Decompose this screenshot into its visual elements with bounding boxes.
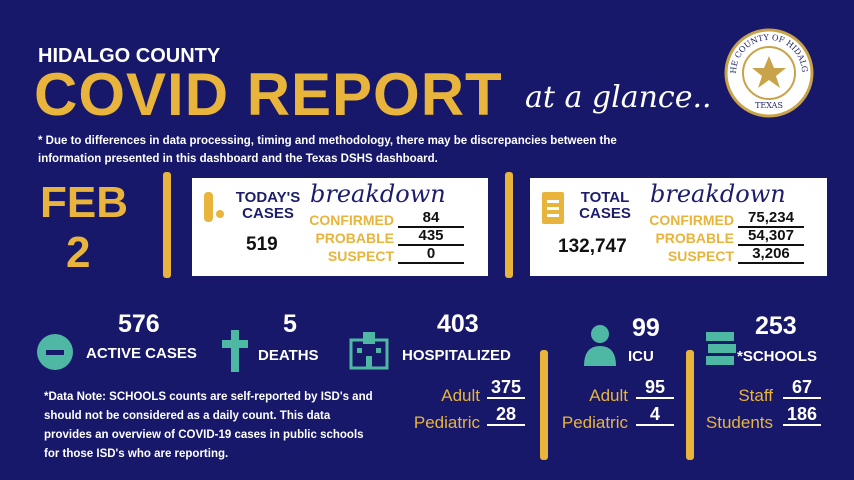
stat-value: 253 [755,312,797,340]
clipboard-icon [542,192,564,224]
breakdown-value: 435 [398,228,464,246]
breakdown-label: Pediatric [413,413,480,432]
today-script: breakdown [310,180,446,208]
divider [540,350,548,460]
stat-label: ICU [628,348,654,365]
stat-value: 99 [632,314,660,342]
doctor-icon [584,325,616,366]
date-day: 2 [66,228,91,277]
data-note: *Data Note: SCHOOLS counts are self-repo… [44,391,373,460]
stat-label: DEATHS [258,347,319,364]
breakdown-value: 84 [398,210,464,228]
divider [686,350,694,460]
date-month: FEB [40,178,128,227]
breakdown-label: PROBABLE [315,230,394,246]
stat-label: ACTIVE CASES [86,345,197,362]
breakdown-value: 375 [487,378,525,399]
breakdown-label: Adult [589,386,628,405]
breakdown-label: SUSPECT [327,248,394,264]
divider [163,172,171,278]
breakdown-value: 67 [783,378,821,399]
stat-label: HOSPITALIZED [402,347,511,364]
active-icon [37,334,73,370]
breakdown-label: Adult [441,386,480,405]
breakdown-value: 54,307 [738,228,804,246]
stat-value: 5 [283,310,297,338]
title: COVID REPORT [34,61,503,128]
breakdown-label: Students [705,413,773,432]
today-total: 519 [246,234,278,255]
breakdown-value: 3,206 [738,246,804,264]
breakdown-label: SUSPECT [667,248,734,264]
books-icon [706,332,736,365]
county: HIDALGO COUNTY [38,45,221,67]
seal-bottom: TEXAS [755,101,783,110]
divider [505,172,513,278]
breakdown-value: 186 [783,405,821,426]
today-label: TODAY'S CASES [235,189,301,222]
total-box: TOTAL CASES 132,747 breakdown CONFIRMED 7… [530,178,827,276]
breakdown-label: CONFIRMED [309,212,394,228]
total-label: TOTAL CASES [579,189,631,222]
tagline: at a glance.. [525,80,712,115]
breakdown-value: 4 [636,405,674,426]
total-script: breakdown [650,180,786,208]
stat-value: 576 [118,310,160,338]
total-value: 132,747 [558,236,627,257]
tube-icon [204,192,224,222]
breakdown-value: 95 [636,378,674,399]
stat-label: *SCHOOLS [737,348,818,365]
seal: THE COUNTY OF HIDALGO TEXAS [724,28,814,118]
today-box: TODAY'S CASES 519 breakdown CONFIRMED 84 P… [192,178,488,276]
breakdown-value: 75,234 [738,210,804,228]
disclaimer: * Due to differences in data processing,… [38,135,617,165]
breakdown-label: PROBABLE [655,230,734,246]
cross-icon [222,330,248,372]
breakdown-value: 0 [398,246,464,264]
breakdown-label: CONFIRMED [649,212,734,228]
hospital-icon [349,332,389,370]
breakdown-label: Staff [738,386,773,405]
breakdown-label: Pediatric [561,413,628,432]
stat-value: 403 [437,310,479,338]
breakdown-value: 28 [487,405,525,426]
